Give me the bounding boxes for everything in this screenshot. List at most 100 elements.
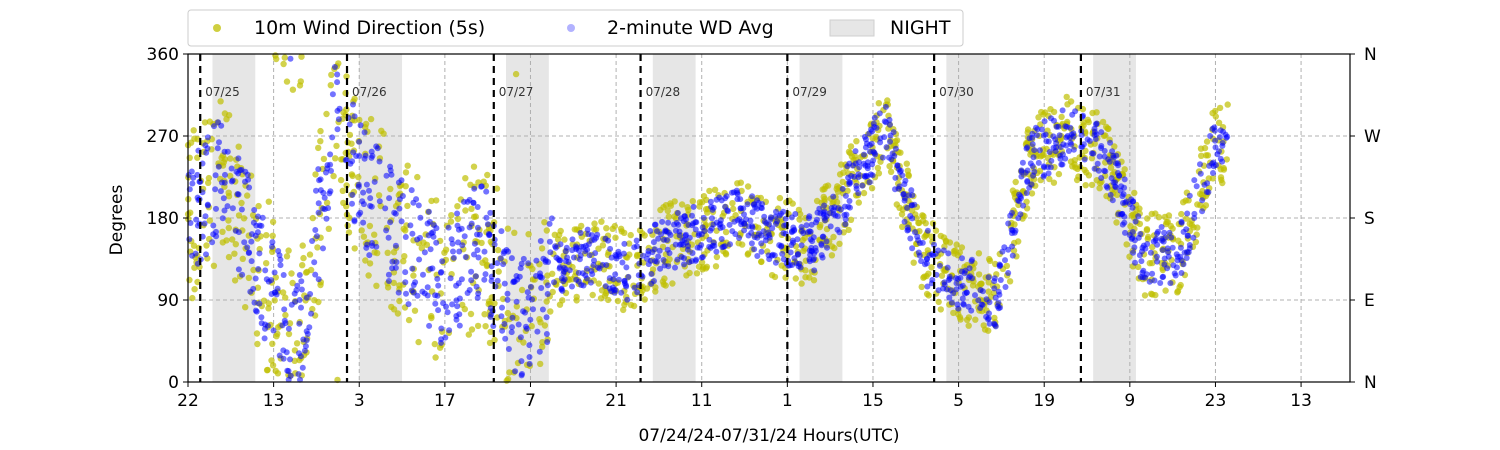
wind-direction-point [1093, 109, 1100, 116]
wd-avg-point [1129, 229, 1136, 235]
wd-avg-point [957, 283, 964, 290]
wd-avg-point [311, 259, 318, 266]
wind-direction-point [309, 214, 316, 222]
wd-avg-point [1048, 115, 1054, 122]
legend-label-night: NIGHT [890, 17, 951, 39]
wd-avg-point [334, 71, 341, 78]
wind-direction-point [1006, 278, 1014, 285]
wind-direction-point [830, 233, 837, 241]
wd-avg-point [313, 233, 320, 240]
wd-avg-point [245, 176, 252, 183]
wind-direction-point [315, 144, 322, 152]
wind-direction-point [194, 154, 201, 161]
wd-avg-point [215, 163, 222, 170]
wd-avg-point [349, 200, 355, 207]
wd-avg-point [870, 157, 877, 164]
wind-direction-point [643, 285, 651, 292]
wd-avg-point [281, 306, 288, 313]
wind-direction-point [254, 340, 261, 348]
wd-avg-point [366, 252, 373, 259]
wd-avg-point [353, 153, 360, 159]
wd-avg-point [508, 255, 515, 262]
wind-direction-point [225, 193, 233, 200]
x-tick-label: 21 [605, 391, 627, 411]
wd-avg-point [901, 218, 908, 225]
wd-avg-point [483, 214, 490, 221]
wd-avg-point [689, 250, 696, 256]
wd-avg-point [1168, 234, 1175, 241]
wind-direction-point [362, 124, 369, 131]
wd-avg-point [217, 188, 224, 195]
wind-direction-point [904, 167, 911, 174]
wd-avg-point [652, 221, 659, 228]
wd-avg-point [417, 234, 423, 241]
wd-avg-point [306, 324, 313, 331]
wd-avg-point [1063, 142, 1070, 149]
wind-direction-point [504, 375, 512, 383]
wd-avg-point [426, 322, 433, 329]
wind-direction-point [255, 202, 262, 210]
wd-avg-point [1024, 144, 1031, 151]
wd-avg-point [543, 314, 550, 321]
wind-direction-point [250, 266, 257, 274]
wd-avg-point [235, 266, 242, 273]
wind-direction-point [401, 253, 408, 260]
wd-avg-point [620, 250, 627, 257]
wind-direction-point [428, 197, 435, 205]
wd-avg-point [347, 160, 354, 167]
wind-direction-point [544, 272, 551, 279]
wd-avg-point [360, 219, 367, 226]
wd-avg-point [569, 247, 576, 254]
wind-direction-point [1161, 213, 1169, 221]
wd-avg-point [864, 159, 871, 166]
wd-avg-point [1002, 257, 1008, 264]
wd-avg-point [948, 299, 955, 306]
wd-avg-point [301, 347, 308, 354]
wd-avg-point [430, 229, 436, 236]
wind-direction-point [686, 269, 693, 277]
wd-avg-point [498, 228, 505, 235]
wd-avg-point [1078, 132, 1085, 138]
wd-avg-point [607, 245, 614, 252]
wind-direction-point [356, 116, 363, 124]
wd-avg-point [755, 200, 762, 206]
wd-avg-point [419, 288, 426, 295]
wind-direction-point [418, 245, 425, 252]
wd-avg-point [577, 252, 584, 259]
wd-avg-point [1143, 271, 1150, 278]
wind-direction-point [484, 171, 491, 179]
wd-avg-point [201, 220, 208, 227]
wd-avg-point [1109, 148, 1116, 155]
wd-avg-point [557, 241, 564, 248]
wd-avg-point [842, 192, 849, 199]
wd-avg-point [772, 213, 779, 220]
wd-avg-point [1002, 284, 1009, 290]
wind-direction-point [768, 272, 776, 279]
wind-direction-point [269, 232, 276, 239]
wd-avg-point [696, 230, 703, 237]
wd-avg-point [320, 189, 327, 196]
wd-avg-point [498, 313, 505, 320]
wd-avg-point [522, 309, 528, 316]
wind-direction-point [191, 135, 198, 142]
wd-avg-point [315, 166, 322, 173]
wd-avg-point [819, 254, 826, 261]
wd-avg-point [355, 181, 362, 188]
wind-direction-point [355, 173, 362, 181]
wd-avg-point [454, 210, 461, 217]
wind-direction-point [975, 250, 983, 257]
wd-avg-point [591, 257, 597, 264]
wd-avg-point [754, 234, 761, 241]
wd-avg-point [986, 320, 993, 327]
wind-direction-point [367, 115, 375, 123]
wd-avg-point [1068, 141, 1075, 148]
wd-avg-point [1183, 255, 1190, 261]
wind-direction-point [300, 254, 307, 262]
wd-avg-point [615, 276, 622, 283]
wd-avg-point [747, 217, 754, 224]
wd-avg-point [1091, 132, 1098, 138]
wind-direction-point [448, 212, 455, 219]
wind-direction-point [351, 245, 358, 252]
wd-avg-point [331, 64, 338, 70]
wd-avg-point [708, 225, 715, 232]
